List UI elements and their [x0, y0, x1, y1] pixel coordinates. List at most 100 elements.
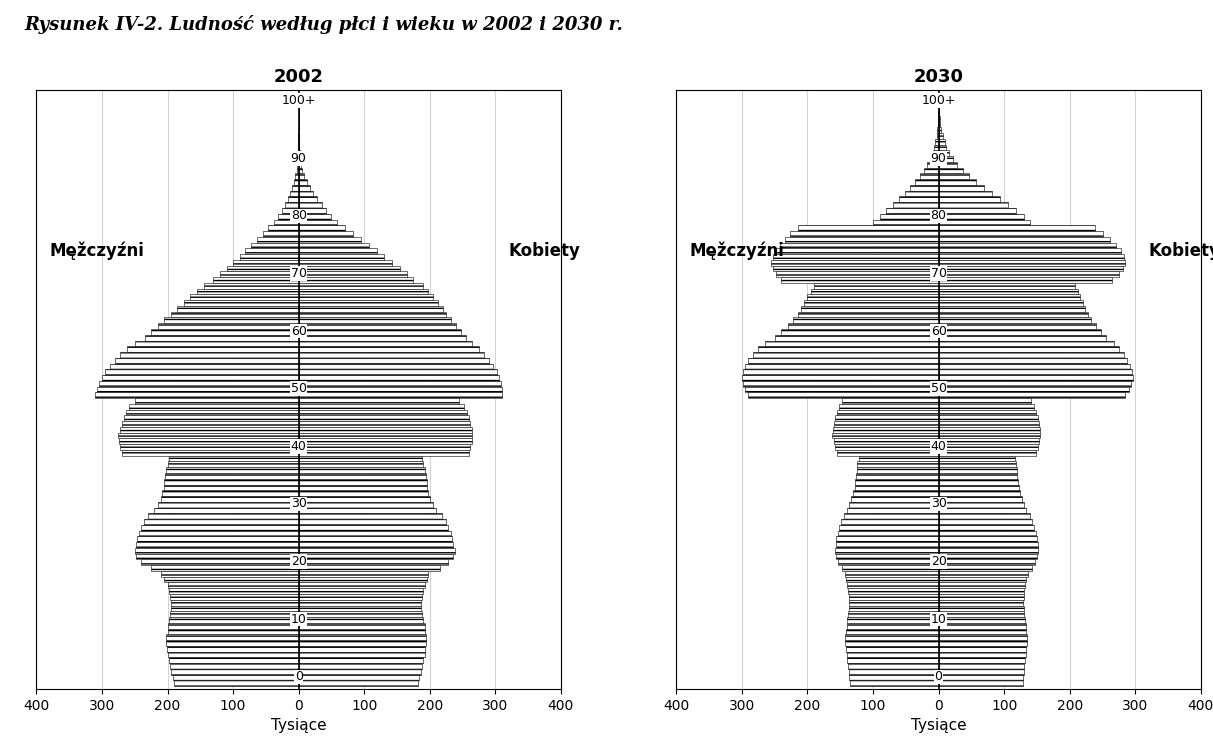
Bar	[939, 640, 1027, 646]
Bar	[298, 623, 425, 628]
Bar	[119, 433, 298, 438]
Bar	[298, 658, 423, 663]
Bar	[169, 658, 298, 663]
Bar	[833, 421, 939, 427]
Bar	[855, 479, 939, 485]
Bar	[298, 266, 400, 271]
Bar	[850, 680, 939, 686]
Bar	[298, 600, 421, 605]
Bar	[262, 231, 298, 237]
Bar	[939, 185, 984, 191]
Bar	[298, 502, 433, 508]
Bar	[847, 628, 939, 634]
Bar	[939, 288, 1077, 294]
Bar	[835, 548, 939, 554]
Text: Męžczyźni: Męžczyźni	[50, 242, 144, 261]
Bar	[939, 410, 1036, 416]
Bar	[773, 266, 939, 271]
Bar	[152, 329, 298, 335]
Bar	[161, 496, 298, 502]
Bar	[167, 623, 298, 628]
Bar	[220, 271, 298, 277]
Bar	[939, 139, 945, 145]
Bar	[298, 542, 454, 548]
Bar	[939, 208, 1016, 213]
Bar	[848, 658, 939, 663]
Bar	[939, 318, 1092, 324]
Bar	[292, 185, 298, 191]
Bar	[204, 283, 298, 288]
Bar	[298, 455, 422, 461]
Bar	[297, 162, 298, 168]
Bar	[848, 617, 939, 623]
Bar	[164, 485, 298, 491]
Bar	[298, 386, 502, 392]
Bar	[154, 508, 298, 513]
Bar	[939, 329, 1101, 335]
Bar	[939, 628, 1026, 634]
Bar	[845, 634, 939, 640]
Bar	[848, 588, 939, 594]
Bar	[849, 605, 939, 611]
Bar	[298, 617, 423, 623]
Bar	[939, 455, 1014, 461]
Bar	[833, 438, 939, 444]
Bar	[939, 513, 1030, 519]
Bar	[939, 277, 1112, 283]
Bar	[298, 208, 326, 213]
Bar	[787, 324, 939, 329]
Bar	[939, 542, 1037, 548]
Bar	[839, 525, 939, 530]
Bar	[141, 560, 298, 565]
Bar	[910, 185, 939, 191]
Bar	[298, 491, 428, 496]
Bar	[298, 450, 469, 455]
Bar	[848, 611, 939, 617]
Bar	[939, 162, 957, 168]
Bar	[171, 312, 298, 318]
Bar	[144, 519, 298, 525]
Bar	[843, 513, 939, 519]
Bar	[298, 416, 469, 421]
Bar	[171, 600, 298, 605]
Bar	[290, 191, 298, 196]
Bar	[939, 502, 1024, 508]
Bar	[197, 288, 298, 294]
Bar	[939, 219, 1030, 225]
Bar	[939, 363, 1131, 369]
Bar	[136, 554, 298, 560]
Bar	[939, 324, 1097, 329]
Bar	[915, 179, 939, 185]
Bar	[848, 583, 939, 588]
Bar	[120, 444, 298, 450]
Bar	[268, 225, 298, 231]
Bar	[939, 565, 1032, 571]
Bar	[939, 386, 1129, 392]
Bar	[939, 127, 941, 133]
Text: 80: 80	[930, 210, 946, 222]
Bar	[298, 162, 301, 168]
Bar	[939, 283, 1075, 288]
Bar	[169, 588, 298, 594]
Bar	[939, 294, 1081, 300]
Bar	[939, 554, 1037, 560]
Bar	[742, 375, 939, 380]
Bar	[167, 461, 298, 467]
Bar	[298, 444, 471, 450]
Bar	[939, 266, 1123, 271]
Bar	[801, 306, 939, 312]
Bar	[298, 254, 383, 260]
Text: 40: 40	[291, 440, 307, 453]
Bar	[939, 588, 1025, 594]
Bar	[939, 392, 1126, 398]
X-axis label: Tysiące: Tysiące	[911, 718, 967, 733]
Text: 0: 0	[295, 670, 303, 683]
Bar	[939, 680, 1023, 686]
Bar	[144, 335, 298, 341]
Bar	[838, 560, 939, 565]
Bar	[785, 237, 939, 243]
Bar	[298, 646, 426, 652]
Text: 20: 20	[291, 555, 307, 568]
Bar	[780, 243, 939, 249]
Bar	[298, 536, 452, 542]
